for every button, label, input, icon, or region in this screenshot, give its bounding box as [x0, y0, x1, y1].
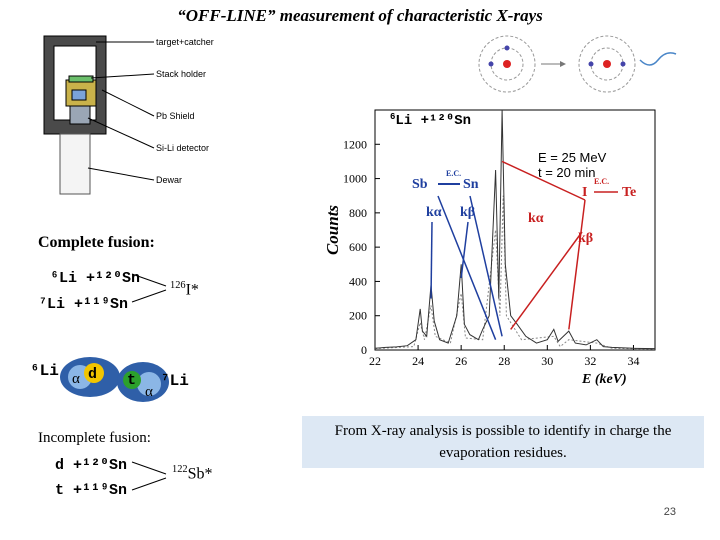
chart-ylabel: Counts: [323, 205, 342, 255]
chart-title-sup: 6: [390, 112, 395, 122]
chart-info-2: t = 20 min: [538, 165, 595, 180]
page-number: 23: [663, 506, 676, 518]
cf-product-sup: 126: [170, 280, 186, 291]
annot-i: I: [582, 185, 587, 200]
atom-xray-icon: [578, 35, 636, 93]
chart-xlabel: E (keV): [581, 372, 627, 387]
if-reaction-1: d +¹²⁰Sn: [55, 457, 128, 474]
li6-cluster-icon: [60, 357, 120, 397]
arrow-i-1: [501, 160, 586, 201]
annot-sb: Sb: [412, 177, 428, 192]
chart-title-main: Li +¹²⁰Sn: [395, 113, 471, 129]
breakup-li7: ⁷Li: [160, 372, 189, 390]
atom-ec-icon: [478, 35, 536, 93]
spectrum-line: [374, 109, 656, 350]
if-arrows: [131, 461, 167, 491]
cf-arrows: [131, 273, 167, 303]
si-li-detector: [69, 105, 91, 125]
annot-ec-2: E.C.: [594, 177, 609, 186]
cf-product: 126I*: [170, 280, 199, 299]
y-tick-label: 600: [349, 240, 367, 254]
annot-ec-1: E.C.: [446, 169, 461, 178]
y-tick-label: 800: [349, 206, 367, 220]
if-reaction-2: t +¹¹⁹Sn: [55, 482, 128, 499]
arrow-kb-red: [510, 231, 583, 330]
arrow-ka-blue: [430, 221, 433, 299]
detector-diagram: target+catcher Stack holder Pb Shield Si…: [43, 35, 214, 195]
target-catcher: [68, 75, 94, 83]
if-product-main: Sb*: [187, 465, 213, 483]
annot-sn: Sn: [463, 177, 479, 192]
xray-spectrum-chart: Counts 6Li +¹²⁰Sn E = 25 MeV t = 20 min …: [323, 109, 656, 387]
cf-reaction-1: ⁶Li +¹²⁰Sn: [50, 270, 141, 287]
atom-diagrams: [478, 35, 677, 93]
x-tick-label: 22: [369, 354, 381, 368]
x-tick-label: 24: [412, 354, 424, 368]
annot-kb-blue: kβ: [460, 205, 475, 220]
annot-ka-red: kα: [528, 211, 544, 226]
xray-analysis-note: From X-ray analysis is possible to ident…: [302, 416, 704, 468]
cf-product-main: I*: [185, 281, 199, 299]
breakup-alpha-2: α: [145, 384, 153, 400]
annot-kb-red: kβ: [578, 231, 593, 246]
cf-reaction-2: ⁷Li +¹¹⁹Sn: [38, 296, 129, 313]
spectrum-dashed-line: [374, 195, 656, 350]
y-tick-label: 1000: [343, 172, 367, 186]
chart-frame: [374, 109, 656, 351]
slide-title: “OFF-LINE” measurement of characteristic…: [177, 6, 543, 25]
chart-title: 6Li +¹²⁰Sn: [390, 112, 471, 129]
label-stack-holder: Stack holder: [156, 69, 206, 79]
y-tick-label: 400: [349, 274, 367, 288]
arrow-i-2: [568, 199, 586, 330]
label-dewar: Dewar: [156, 175, 182, 185]
label-si-li: Si-Li detector: [156, 143, 209, 153]
dewar: [59, 133, 91, 195]
chart-info-1: E = 25 MeV: [538, 150, 607, 165]
annot-ka-blue: kα: [426, 205, 442, 220]
arrow-sn-kb: [469, 195, 503, 337]
label-target-catcher: target+catcher: [156, 37, 214, 47]
if-product-sup: 122: [172, 464, 188, 475]
y-tick-label: 1200: [343, 137, 367, 151]
breakup-li6: ⁶Li: [30, 362, 59, 380]
x-tick-label: 32: [584, 354, 596, 368]
breakup-deuteron: d: [88, 366, 98, 383]
x-tick-label: 34: [627, 354, 639, 368]
x-tick-label: 26: [455, 354, 467, 368]
x-tick-label: 30: [541, 354, 553, 368]
y-tick-label: 200: [349, 309, 367, 323]
annot-te: Te: [622, 185, 636, 200]
complete-fusion-heading: Complete fusion:: [38, 234, 155, 251]
incomplete-fusion-heading: Incomplete fusion:: [38, 430, 151, 446]
li7-cluster-icon: [117, 362, 169, 402]
arrow-kb-blue: [460, 221, 469, 279]
x-tick-label: 28: [498, 354, 510, 368]
if-product: 122Sb*: [172, 464, 213, 483]
breakup-triton: t: [127, 372, 137, 389]
arrow-sb-ka: [437, 195, 497, 340]
label-pb-shield: Pb Shield: [156, 111, 195, 121]
breakup-alpha-1: α: [72, 371, 80, 387]
y-tick-label: 0: [361, 343, 367, 357]
